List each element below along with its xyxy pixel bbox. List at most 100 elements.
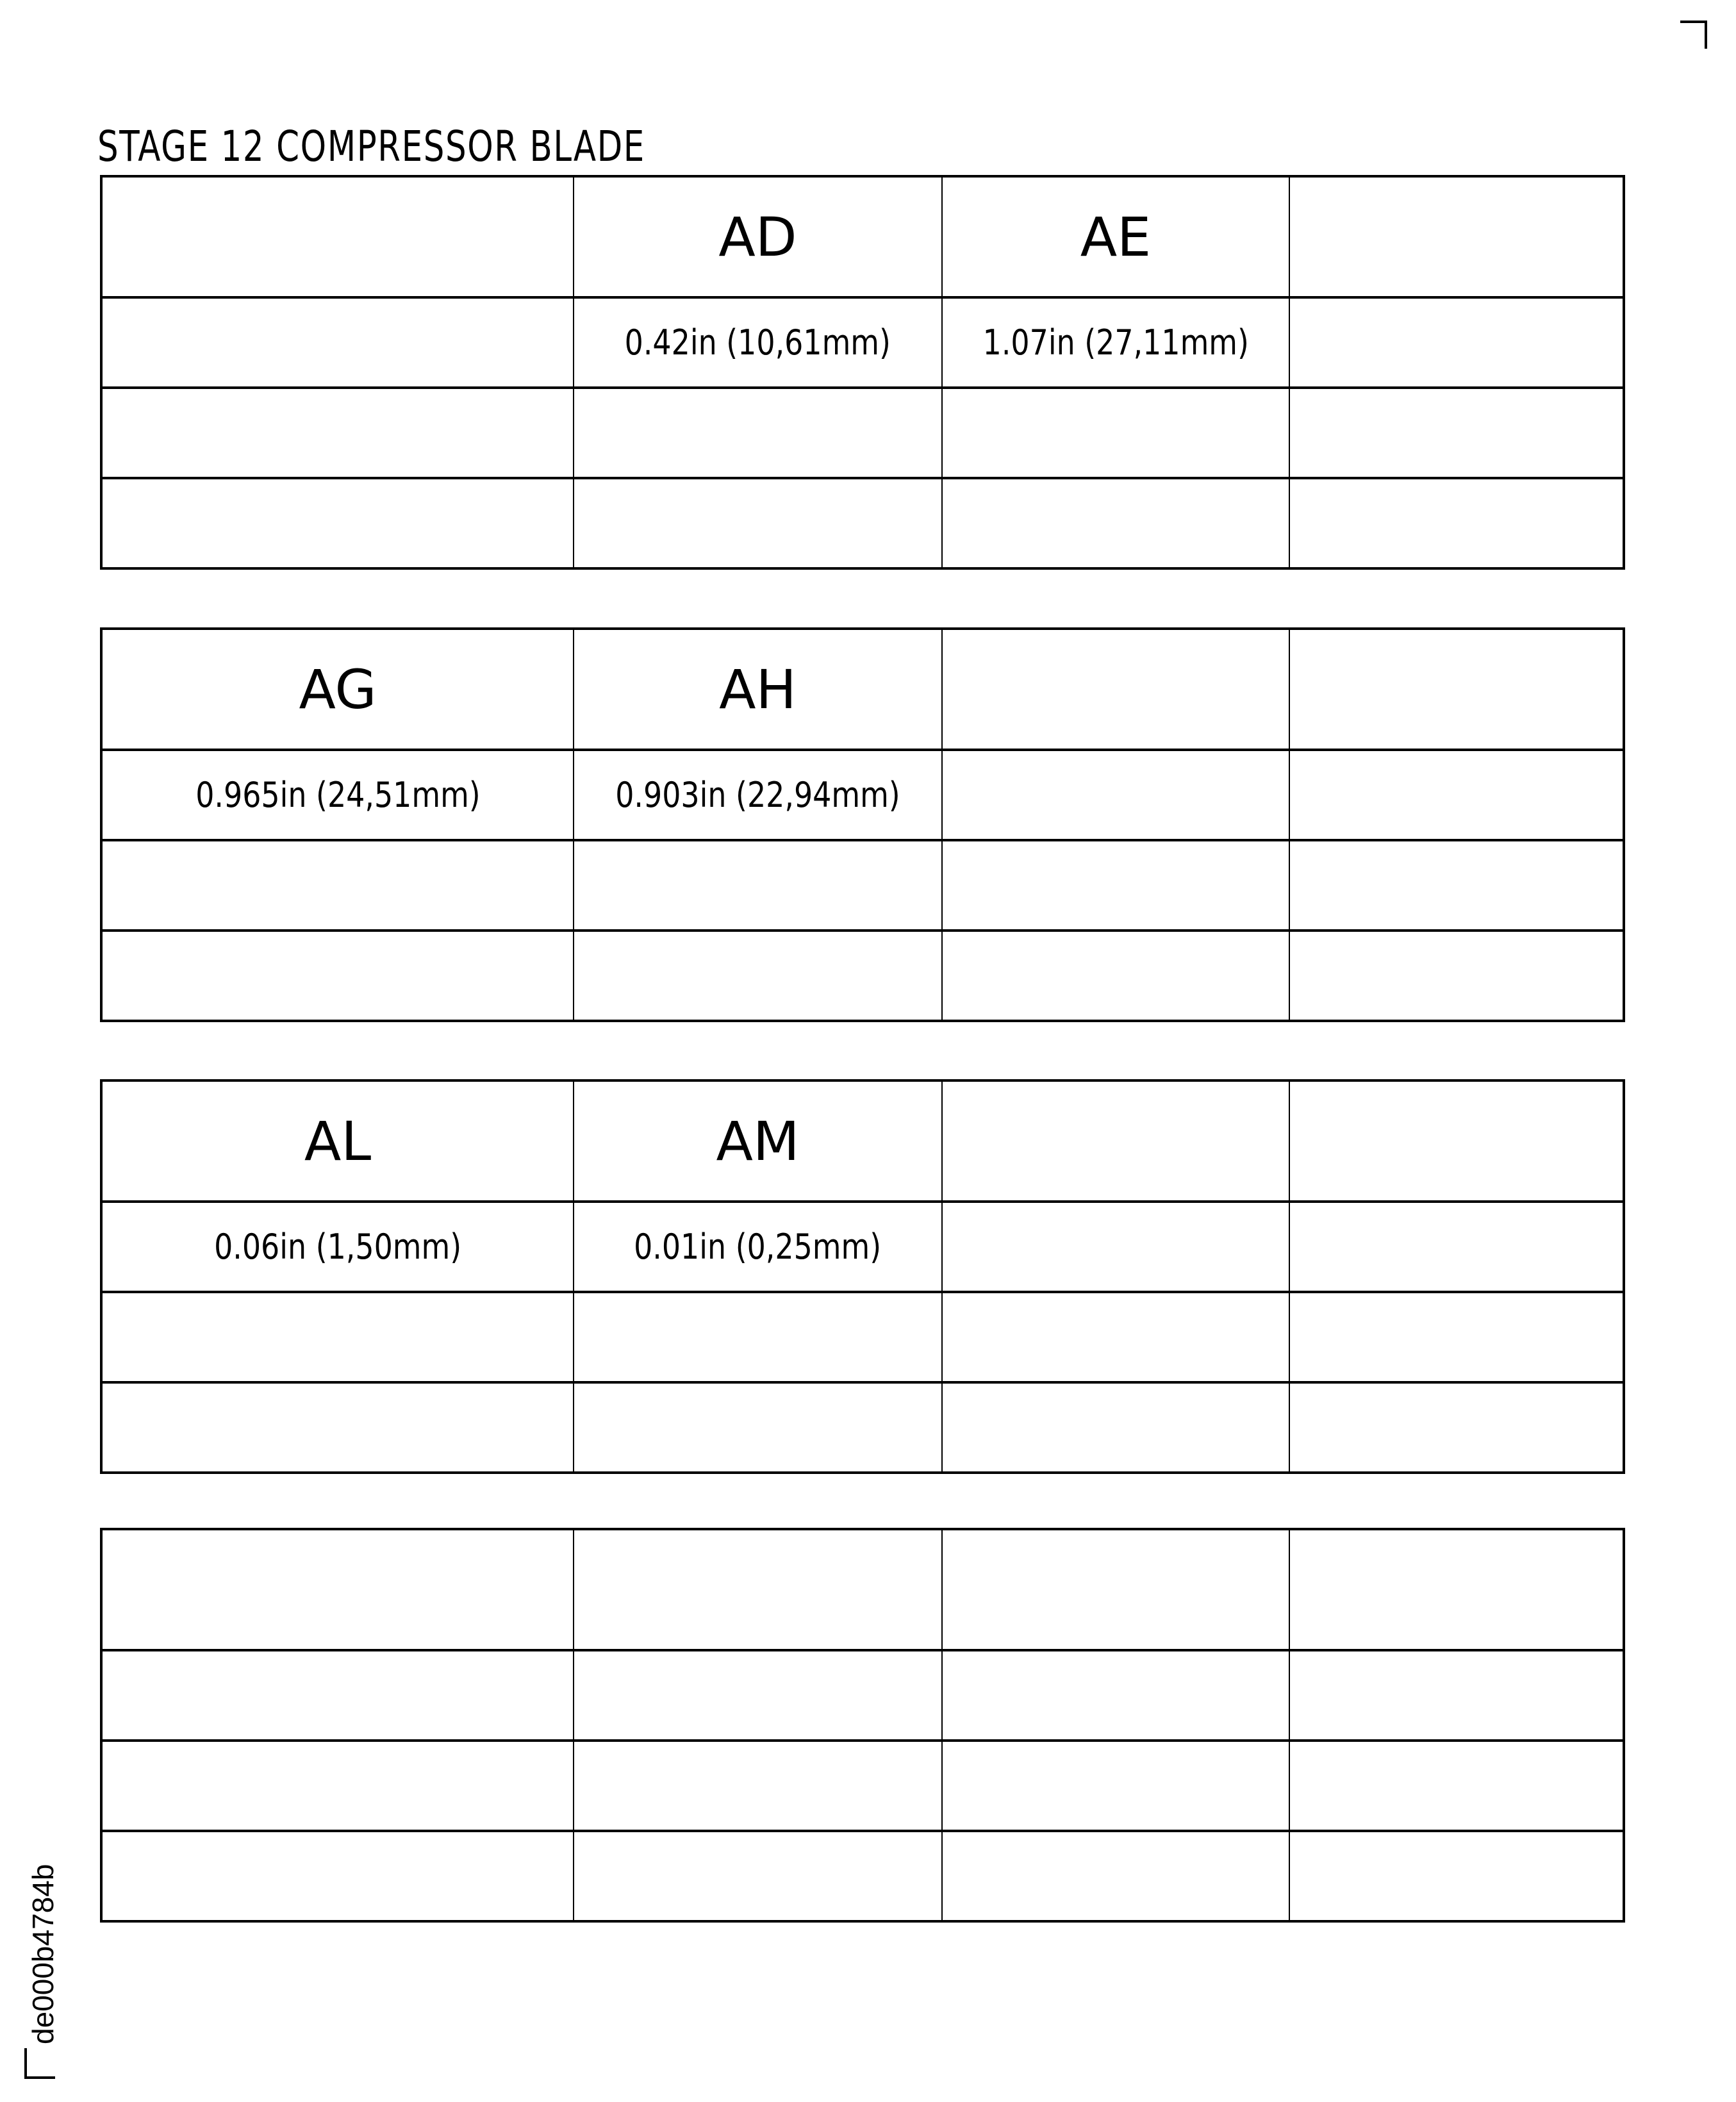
table-row: [103, 929, 1623, 1020]
table-cell: [1289, 932, 1623, 1020]
table-cell: [103, 178, 573, 296]
dimension-value: 1.07in (27,11mm): [982, 322, 1249, 363]
table-cell: [573, 1832, 941, 1920]
page-title: STAGE 12 COMPRESSOR BLADE: [97, 122, 645, 171]
table-header-row: AL AM: [103, 1082, 1623, 1200]
table-cell: 0.42in (10,61mm): [573, 299, 941, 386]
dimension-label: AG: [299, 658, 377, 721]
table-cell: [941, 1651, 1289, 1739]
table-cell: [1289, 1530, 1623, 1649]
table-cell: [941, 751, 1289, 839]
table-cell: 0.01in (0,25mm): [573, 1203, 941, 1291]
table-cell: [103, 1530, 573, 1649]
table-row: [103, 1381, 1623, 1471]
table-row: 0.42in (10,61mm) 1.07in (27,11mm): [103, 296, 1623, 386]
dimension-value: 0.06in (1,50mm): [213, 1227, 462, 1267]
table-cell: [941, 1530, 1289, 1649]
table-cell: [941, 841, 1289, 929]
dimension-table-3: AL AM 0.06in (1,50mm) 0.01in (0,25mm): [100, 1079, 1625, 1474]
table-cell: [941, 1082, 1289, 1200]
table-cell: 0.965in (24,51mm): [103, 751, 573, 839]
dimension-table-4: [100, 1528, 1625, 1923]
table-cell: [1289, 1832, 1623, 1920]
table-cell: [941, 1742, 1289, 1830]
table-cell: 1.07in (27,11mm): [941, 299, 1289, 386]
table-cell: [103, 1384, 573, 1471]
document-id: de000b4784b: [26, 1864, 60, 2044]
dimension-table-2: AG AH 0.965in (24,51mm) 0.903in (22,94mm): [100, 627, 1625, 1022]
table-cell: AD: [573, 178, 941, 296]
table-cell: 0.06in (1,50mm): [103, 1203, 573, 1291]
table-cell: [103, 389, 573, 477]
table-row: [103, 1291, 1623, 1381]
table-row: [103, 477, 1623, 567]
table-row: 0.965in (24,51mm) 0.903in (22,94mm): [103, 749, 1623, 839]
table-cell: [1289, 1082, 1623, 1200]
table-cell: [941, 1293, 1289, 1381]
dimension-label: AE: [1080, 205, 1152, 269]
table-cell: [941, 630, 1289, 749]
table-cell: [103, 1651, 573, 1739]
table-cell: [941, 389, 1289, 477]
table-cell: [1289, 1742, 1623, 1830]
table-row: [103, 839, 1623, 929]
table-cell: AE: [941, 178, 1289, 296]
table-cell: [1289, 841, 1623, 929]
table-cell: [1289, 178, 1623, 296]
table-cell: [1289, 1293, 1623, 1381]
table-cell: [573, 841, 941, 929]
table-cell: [941, 932, 1289, 1020]
table-row: 0.06in (1,50mm) 0.01in (0,25mm): [103, 1200, 1623, 1291]
table-cell: [573, 1651, 941, 1739]
table-cell: [941, 1384, 1289, 1471]
table-cell: AL: [103, 1082, 573, 1200]
table-cell: [1289, 630, 1623, 749]
table-header-row: [103, 1530, 1623, 1649]
table-row: [103, 1739, 1623, 1830]
table-header-row: AD AE: [103, 178, 1623, 296]
table-row: [103, 1830, 1623, 1920]
table-cell: [1289, 479, 1623, 567]
table-cell: [1289, 1651, 1623, 1739]
dimension-label: AM: [716, 1109, 800, 1173]
dimension-value: 0.42in (10,61mm): [624, 322, 891, 363]
dimension-table-1: AD AE 0.42in (10,61mm) 1.07in (27,11mm): [100, 175, 1625, 570]
dimension-value: 0.965in (24,51mm): [195, 775, 481, 815]
dimension-label: AH: [719, 658, 797, 721]
corner-crop-mark: [24, 2048, 55, 2079]
table-cell: [573, 932, 941, 1020]
table-cell: [103, 932, 573, 1020]
dimension-label: AL: [304, 1109, 372, 1173]
corner-crop-mark: [1680, 21, 1707, 49]
table-cell: [573, 1384, 941, 1471]
table-cell: AM: [573, 1082, 941, 1200]
table-header-row: AG AH: [103, 630, 1623, 749]
table-cell: [103, 841, 573, 929]
table-row: [103, 1649, 1623, 1739]
table-cell: [1289, 299, 1623, 386]
table-cell: AH: [573, 630, 941, 749]
table-cell: [941, 1203, 1289, 1291]
table-cell: [573, 479, 941, 567]
table-cell: [573, 389, 941, 477]
table-cell: [573, 1530, 941, 1649]
table-cell: [103, 479, 573, 567]
table-cell: [1289, 1384, 1623, 1471]
table-cell: [1289, 1203, 1623, 1291]
table-cell: [573, 1293, 941, 1381]
dimension-value: 0.903in (22,94mm): [615, 775, 900, 815]
dimension-value: 0.01in (0,25mm): [634, 1227, 882, 1267]
table-cell: [1289, 751, 1623, 839]
table-cell: [941, 479, 1289, 567]
table-cell: AG: [103, 630, 573, 749]
table-cell: [103, 1742, 573, 1830]
table-cell: 0.903in (22,94mm): [573, 751, 941, 839]
table-cell: [103, 1293, 573, 1381]
table-cell: [103, 299, 573, 386]
table-cell: [103, 1832, 573, 1920]
table-cell: [1289, 389, 1623, 477]
table-cell: [941, 1832, 1289, 1920]
dimension-label: AD: [718, 205, 797, 269]
table-cell: [573, 1742, 941, 1830]
table-row: [103, 386, 1623, 477]
